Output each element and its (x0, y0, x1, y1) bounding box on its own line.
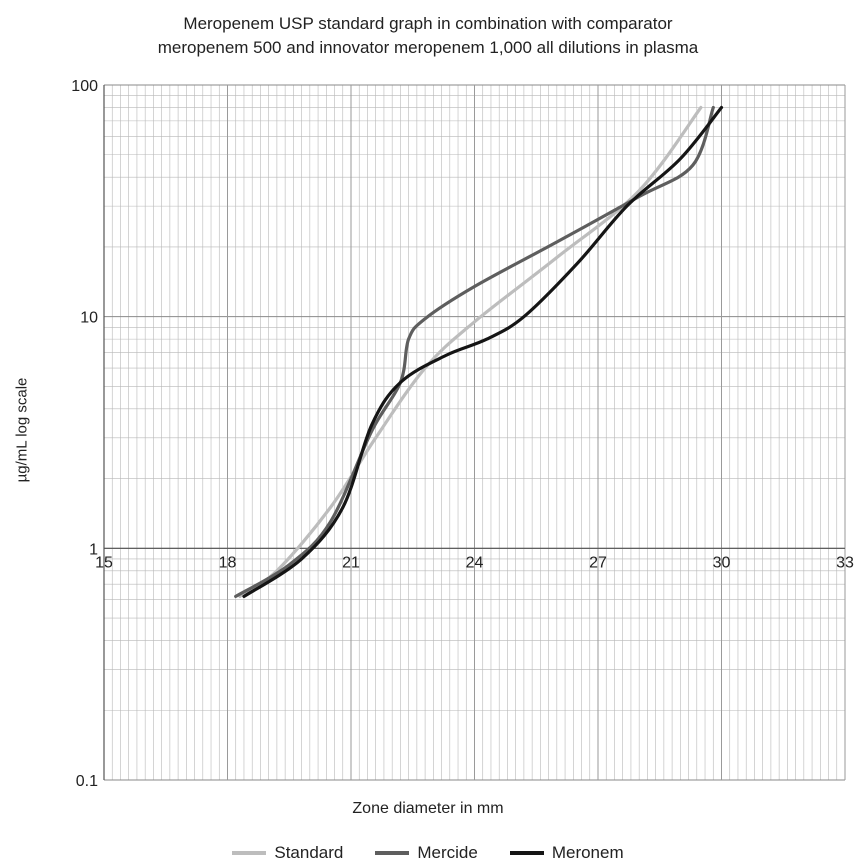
series-line-meronem (242, 105, 724, 598)
x-tick-label: 21 (342, 554, 360, 571)
y-axis-label: µg/mL log scale (13, 377, 31, 483)
y-tick-label: 0.1 (76, 773, 98, 790)
y-tick-label: 10 (80, 310, 98, 327)
legend-swatch-standard (232, 851, 267, 855)
legend-swatch-meronem (509, 851, 544, 855)
legend-label-standard: Standard (274, 843, 344, 862)
x-tick-label: 18 (219, 554, 237, 571)
chart-title-line-1: Meropenem USP standard graph in combinat… (183, 14, 673, 33)
series-line-mercide (234, 105, 715, 598)
y-tick-label: 1 (89, 541, 98, 558)
chart-title-line-2: meropenem 500 and innovator meropenem 1,… (157, 38, 699, 57)
y-tick-label: 100 (71, 78, 98, 95)
legend-swatch-mercide (375, 851, 410, 855)
x-tick-label: 27 (589, 554, 607, 571)
legend-label-mercide: Mercide (417, 843, 478, 862)
legend-item-meronem: Meronem (509, 843, 624, 863)
x-axis-label: Zone diameter in mm (352, 800, 504, 817)
legend-item-standard: Standard (232, 843, 343, 863)
legend: Standard Mercide Meronem (0, 843, 856, 863)
x-tick-label: 33 (836, 554, 854, 571)
x-tick-label: 15 (95, 554, 113, 571)
x-tick-label: 30 (713, 554, 731, 571)
legend-item-mercide: Mercide (375, 843, 478, 863)
x-tick-label: 24 (466, 554, 484, 571)
legend-label-meronem: Meronem (551, 843, 624, 862)
